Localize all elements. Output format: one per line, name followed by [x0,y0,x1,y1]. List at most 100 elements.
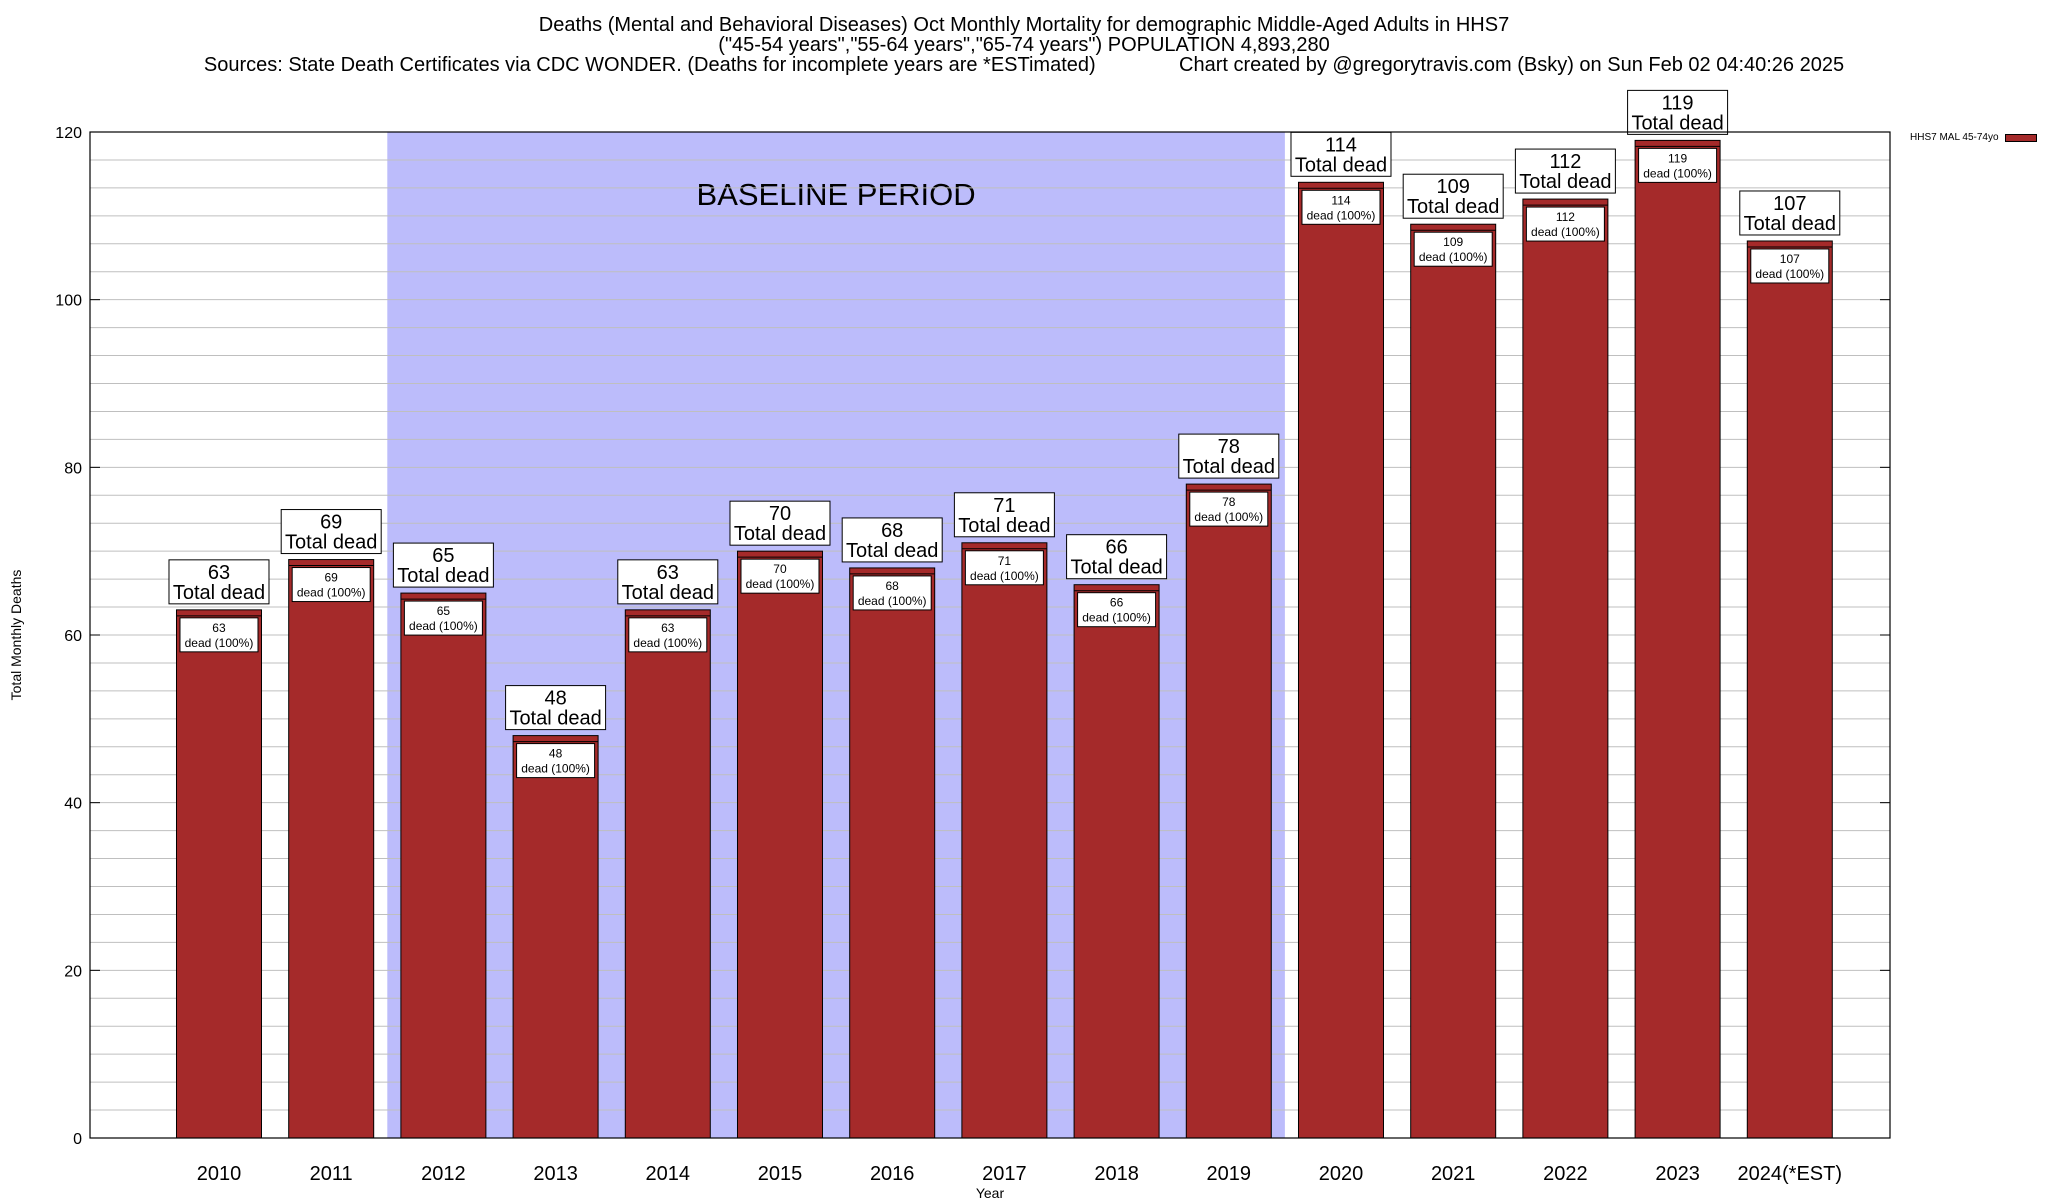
chart-source-line: Sources: State Death Certificates via CD… [203,54,1845,76]
inner-percent-label: dead (100%) [1194,510,1263,524]
x-tick-label: 2011 [310,1163,353,1185]
x-tick-label: 2020 [1319,1163,1364,1185]
inner-label-box [628,617,708,653]
y-tick-label: 80 [64,460,82,477]
x-tick-label: 2014 [646,1163,691,1185]
inner-label-box [291,567,371,603]
inner-percent-label: dead (100%) [746,577,815,591]
inner-percent-label: dead (100%) [1307,208,1376,222]
total-label-box [1178,433,1280,479]
inner-label-box [1077,592,1157,628]
bar [175,609,262,1139]
inner-value-label: 114 [1331,193,1350,207]
total-label-box [953,492,1055,538]
total-label-box [1514,148,1616,194]
inner-label-box [1750,248,1830,284]
inner-label-box [516,743,596,779]
total-value-label: 63 [657,562,679,584]
inner-percent-label: dead (100%) [970,569,1039,583]
total-label-box [729,500,831,546]
bar [288,559,375,1139]
inner-value-label: 109 [1443,235,1463,249]
y-tick-label: 120 [55,125,82,142]
inner-value-label: 119 [1668,151,1687,165]
inner-label-box [1413,231,1493,267]
total-label-box [841,517,943,563]
total-dead-label: Total dead [1744,213,1836,235]
inner-value-label: 107 [1780,252,1800,266]
x-tick-label: 2010 [197,1163,242,1185]
total-value-label: 71 [993,495,1015,517]
total-label-box [1402,173,1504,219]
bar [1297,181,1384,1139]
inner-label-box [1189,491,1269,527]
total-value-label: 114 [1325,134,1357,156]
total-dead-label: Total dead [285,532,377,554]
total-dead-label: Total dead [846,540,938,562]
x-tick-label: 2016 [870,1163,915,1185]
inner-percent-label: dead (100%) [858,594,927,608]
bar [849,567,936,1139]
total-value-label: 65 [432,545,454,567]
inner-percent-label: dead (100%) [521,762,590,776]
legend-swatch [2004,133,2037,142]
x-tick-label: 2022 [1543,1163,1588,1185]
inner-label-box [1525,206,1605,242]
inner-label-box [1638,147,1718,183]
inner-value-label: 65 [437,604,451,618]
bar [961,542,1048,1139]
inner-label-box [852,575,932,611]
total-dead-label: Total dead [173,582,265,604]
chart-subtitle: ("45-54 years","55-64 years","65-74 year… [718,34,1330,56]
total-label-box [1627,89,1729,135]
total-label-box [280,509,382,555]
total-dead-label: Total dead [1631,112,1723,134]
total-value-label: 107 [1773,193,1806,215]
inner-percent-label: dead (100%) [1643,166,1712,180]
bar [1185,483,1272,1139]
y-tick-label: 100 [55,293,82,310]
total-value-label: 68 [881,520,903,542]
bar [1410,223,1497,1139]
inner-label-box [740,558,820,594]
inner-percent-label: dead (100%) [1531,225,1600,239]
total-value-label: 69 [320,512,342,534]
inner-value-label: 71 [998,554,1012,568]
inner-label-box [964,550,1044,586]
inner-percent-label: dead (100%) [409,619,478,633]
inner-label-box [403,600,483,636]
total-value-label: 119 [1662,92,1694,114]
total-label-box [617,559,719,605]
y-tick-label: 60 [64,628,82,645]
baseline-period-label: BASELINE PERIOD [697,177,976,212]
x-tick-label: 2013 [533,1163,578,1185]
bar [400,592,487,1139]
bar [512,735,599,1139]
inner-percent-label: dead (100%) [297,586,366,600]
bar [1746,240,1833,1139]
y-tick-label: 40 [64,796,82,813]
total-label-box [505,685,607,731]
total-dead-label: Total dead [1519,171,1611,193]
y-tick-label: 20 [64,963,82,980]
total-value-label: 109 [1437,176,1470,198]
total-label-box [392,542,494,588]
legend-entry-label: HHS7 MAL 45-74yo [1910,132,1999,143]
inner-label-box [179,617,259,653]
total-label-box [1290,131,1392,177]
y-tick-label: 0 [73,1131,82,1148]
total-value-label: 63 [208,562,230,584]
total-dead-label: Total dead [1070,557,1162,579]
inner-value-label: 78 [1222,495,1236,509]
total-dead-label: Total dead [1407,196,1499,218]
inner-value-label: 63 [212,621,226,635]
total-label-box [1739,190,1841,236]
total-dead-label: Total dead [397,565,489,587]
bar [1522,198,1609,1139]
inner-percent-label: dead (100%) [1082,611,1151,625]
inner-value-label: 69 [325,571,339,585]
inner-value-label: 48 [549,747,563,761]
x-tick-label: 2018 [1094,1163,1139,1185]
x-axis-title: Year [976,1185,1005,1200]
